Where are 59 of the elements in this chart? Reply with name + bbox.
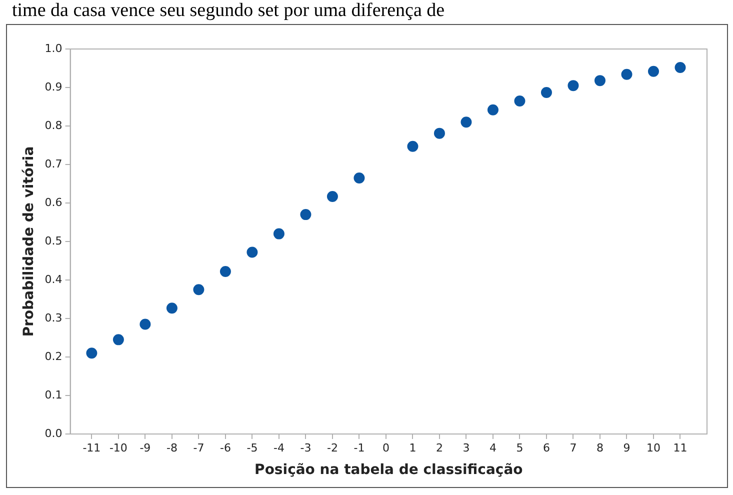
x-tick-label: 5 [516,441,524,454]
text: time da casa vence seu segundo set por uma diferença de [11,0,446,22]
point [112,334,124,346]
point [407,140,418,152]
x-tick-label: 8 [596,441,604,454]
point [193,284,204,296]
y-tick-label: 0.1 [44,388,62,402]
x-tick-label: 6 [542,441,550,454]
x-tick-label: -11 [82,441,101,454]
point [594,75,606,86]
point [514,95,526,106]
y-tick-label: 0.7 [44,157,62,170]
x-axis-title: Posição na tabela de classificação [254,462,524,478]
y-tick-label: 0.9 [44,80,62,94]
point [648,66,659,77]
point [540,87,552,98]
x-tick-label: 9 [623,441,630,454]
point [460,116,472,128]
point [300,209,312,220]
y-tick-label: 0.0 [44,426,62,440]
x-tick-label: -2 [326,441,338,454]
y-tick-label: 0.6 [44,196,62,209]
point [326,190,338,202]
x-tick-label: -7 [193,441,204,454]
x-tick-label: 1 [409,441,416,454]
y-axis-title: Probabilidade de vitória [21,146,38,337]
x-tick-label: 2 [436,441,443,454]
x-tick-label: -6 [220,441,231,454]
point [487,104,498,116]
y-tick-label: 0.3 [44,311,62,324]
x-tick-label: 3 [462,441,470,454]
y-tick-label: 0.8 [44,118,62,132]
point [674,62,686,73]
y-tick-label: 0.4 [44,272,62,286]
x-tick-label: 11 [673,441,688,454]
point [434,128,445,139]
x-tick-label: 7 [570,441,577,454]
y-tick-label: 0.2 [44,350,62,363]
x-tick-label: -3 [300,441,312,454]
point [568,80,579,92]
point [621,68,632,80]
x-tick-label: -5 [246,441,258,454]
point [86,348,98,359]
point [166,302,178,314]
point [246,246,258,258]
x-tick-label: -1 [354,441,365,454]
point [220,266,231,278]
x-tick-label: -4 [273,441,284,454]
x-tick-label: 0 [382,441,390,454]
y-tick-label: 0.5 [44,234,62,248]
point [354,172,365,184]
y-tick-label: 1.0 [44,42,62,55]
x-tick-label: 10 [646,441,660,454]
x-tick-label: 4 [489,441,496,454]
point [273,228,284,240]
point [140,318,151,330]
x-tick-label: -9 [140,441,151,454]
x-tick-label: -8 [166,441,178,454]
x-tick-label: -10 [109,441,128,454]
